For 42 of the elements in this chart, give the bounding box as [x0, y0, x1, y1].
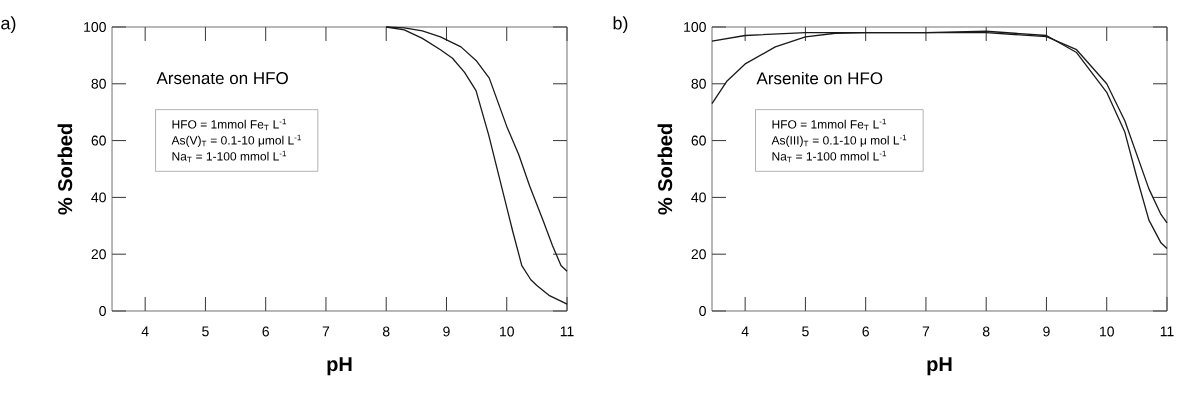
x-tick-label: 8: [382, 326, 390, 337]
x-axis-title: pH: [927, 357, 952, 376]
chart-title: a): [1, 16, 16, 34]
annotation: As(V)$_{T}$ = 0.1-10 μmol L$^{-1}$: [171, 134, 301, 147]
x-tick-label: 11: [1160, 326, 1174, 337]
x-axis-title: pH: [327, 357, 352, 376]
x-tick-label: 9: [1043, 326, 1050, 337]
x-tick-label: 7: [322, 326, 330, 337]
y-tick-label: 60: [91, 135, 106, 146]
x-tick-label: 10: [1100, 326, 1114, 337]
annotation: Na$_{T}$ = 1-100 mmol L$^{-1}$: [772, 150, 887, 163]
y-tick-label: 0: [99, 306, 106, 316]
y-tick-label: 100: [84, 22, 106, 32]
x-tick-label: 5: [802, 326, 809, 337]
y-tick-label: 20: [691, 249, 706, 260]
x-tick-label: 5: [202, 326, 209, 337]
y-tick-label: 60: [691, 135, 706, 146]
annotation: Arsenate on HFO: [156, 72, 288, 85]
annotation: HFO = 1mmol Fe$_{T}$ L$^{-1}$: [172, 118, 287, 131]
x-tick-label: 6: [862, 326, 869, 337]
y-axis-title: % Sorbed: [657, 124, 673, 215]
y-tick-label: 40: [91, 192, 106, 203]
annotation: HFO = 1mmol Fe$_{T}$ L$^{-1}$: [772, 118, 886, 131]
x-tick-label: 6: [262, 326, 269, 337]
y-tick-label: 0: [699, 306, 706, 316]
x-tick-label: 8: [982, 326, 990, 337]
y-tick-label: 80: [691, 78, 706, 89]
x-tick-label: 9: [443, 326, 450, 337]
x-tick-label: 4: [741, 326, 749, 337]
y-axis-title: % Sorbed: [57, 124, 73, 215]
x-tick-label: 11: [560, 326, 574, 337]
annotation: Na$_{T}$ = 1-100 mmol L$^{-1}$: [172, 150, 287, 163]
y-tick-label: 20: [91, 249, 106, 260]
x-tick-label: 10: [500, 326, 514, 337]
x-tick-label: 4: [141, 326, 149, 337]
annotation: Arsenite on HFO: [756, 71, 883, 85]
chart-title: b): [613, 16, 628, 34]
y-tick-label: 40: [691, 192, 706, 203]
annotation: As(III)$_{T}$ = 0.1-10 μ mol L$^{-1}$: [771, 134, 907, 147]
x-tick-label: 7: [922, 326, 930, 337]
y-tick-label: 80: [91, 78, 106, 89]
y-tick-label: 100: [684, 22, 706, 32]
